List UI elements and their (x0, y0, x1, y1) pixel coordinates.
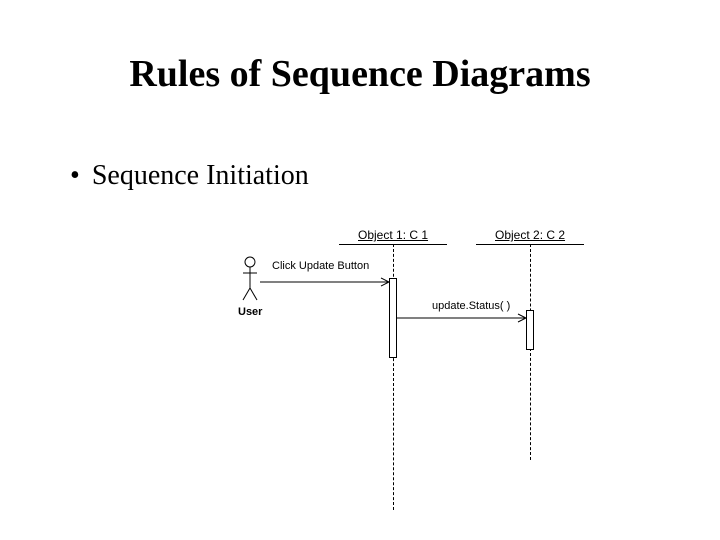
message-2-arrow (0, 0, 720, 540)
sequence-diagram: Object 1: C 1 Object 2: C 2 User Click U… (0, 0, 720, 540)
